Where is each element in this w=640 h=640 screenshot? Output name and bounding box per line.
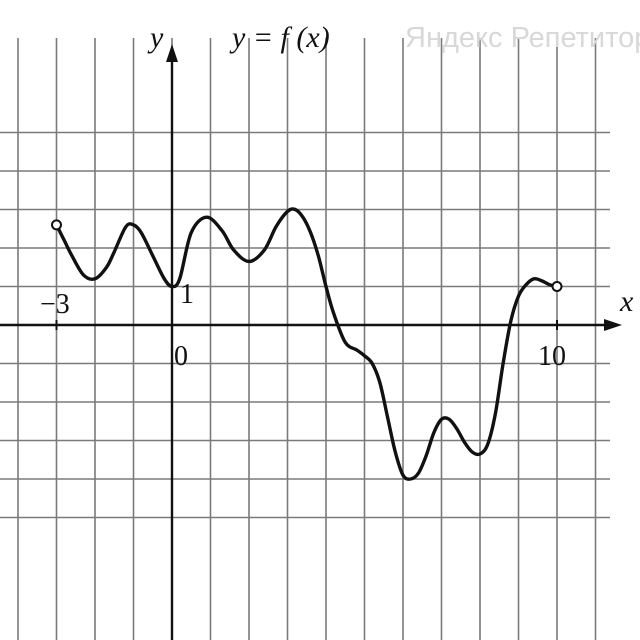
axes — [0, 44, 622, 640]
open-endpoint-start — [51, 219, 62, 231]
origin-label: 0 — [174, 341, 188, 372]
y-unit-tick-label: 1 — [180, 279, 194, 310]
open-endpoint-end — [551, 281, 563, 292]
x-axis-arrow — [604, 319, 622, 331]
function-curve — [54, 207, 559, 481]
chart-title: y = f (x) — [229, 21, 330, 54]
grid — [0, 38, 610, 640]
x-tick-label-end: 10 — [538, 341, 566, 372]
curve-layer — [51, 207, 563, 481]
x-tick-label-start: −3 — [40, 289, 70, 320]
labels: Яндекс Репетитор y = f (x) y x −3 0 1 10 — [40, 21, 640, 372]
watermark: Яндекс Репетитор — [405, 22, 640, 54]
x-axis-label: x — [619, 285, 634, 318]
y-axis-label: y — [147, 21, 164, 54]
y-axis-arrow — [166, 44, 178, 62]
